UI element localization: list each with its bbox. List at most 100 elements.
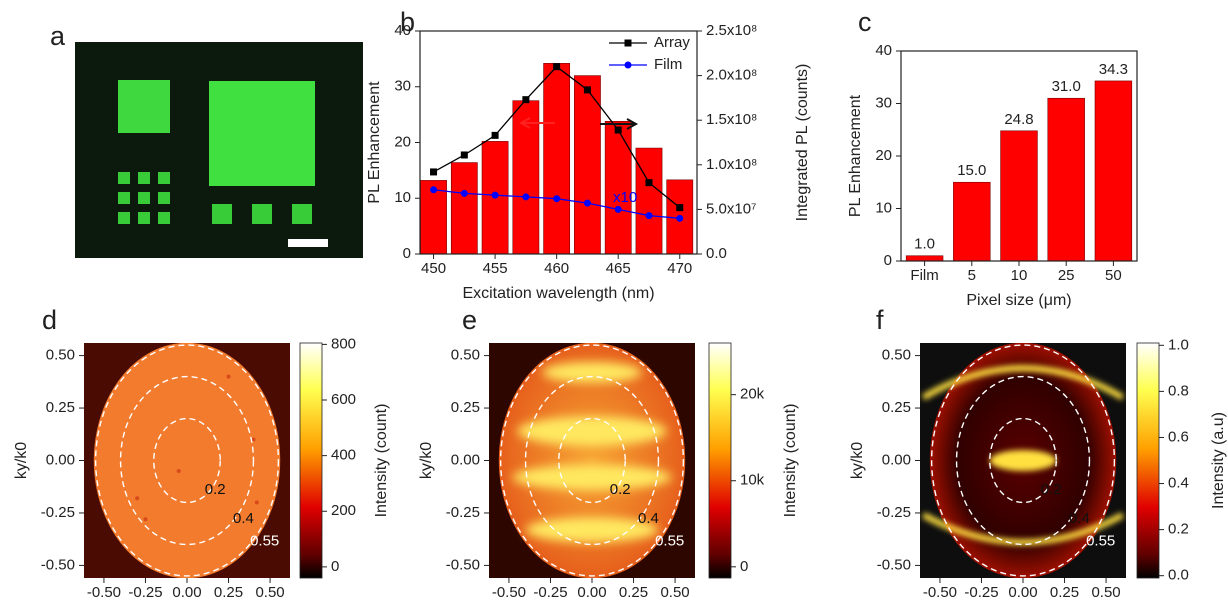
x-axis-label: Excitation wavelength (nm): [462, 285, 654, 302]
legend-label: Film: [654, 56, 682, 73]
x-tick-label: 0.25: [619, 584, 648, 601]
y-tick-label: 10: [875, 199, 892, 216]
x-tick-label: 450: [421, 260, 446, 277]
ring-label: 0.4: [638, 510, 659, 527]
value-label: 1.0: [914, 236, 935, 253]
marker: [553, 63, 561, 71]
ring-label: 0.4: [233, 510, 254, 527]
y-axis-label: PL Enhancement: [366, 81, 383, 204]
x-tick-label: 5: [968, 267, 976, 284]
micrograph: [75, 42, 363, 258]
panel-label: e: [462, 305, 477, 335]
arc: [921, 512, 1125, 546]
x-tick-label: 455: [483, 260, 508, 277]
marker: [491, 131, 499, 139]
heatmap-image: [84, 343, 290, 578]
band: [542, 361, 642, 383]
speckle: [226, 374, 231, 379]
arrow: [518, 117, 555, 129]
y-tick-label: 0: [331, 558, 339, 575]
annotation: x10: [613, 189, 637, 206]
ring-label: 0.2: [1041, 481, 1062, 498]
y-tick-label: 2.5x10⁸: [706, 22, 757, 39]
speckle: [251, 437, 256, 442]
ring-label: 0.2: [205, 481, 226, 498]
panel-label: d: [42, 305, 57, 335]
speckle: [143, 517, 148, 522]
legend-label: Array: [654, 34, 690, 51]
y-tick-label: 0: [403, 245, 411, 262]
panel-label: a: [50, 21, 66, 51]
x-tick-label: 465: [606, 260, 631, 277]
marker: [430, 168, 438, 176]
x-tick-label: 0.25: [1050, 584, 1079, 601]
marker: [460, 151, 468, 159]
value-label: 34.3: [1099, 61, 1128, 78]
y-tick-label: 30: [394, 78, 411, 95]
y-tick-label: -0.25: [877, 504, 911, 521]
speckle: [135, 496, 140, 501]
bar: [953, 181, 991, 262]
band: [525, 517, 659, 543]
y-tick-label: 0.50: [882, 347, 911, 364]
ring: [94, 344, 280, 577]
legend-marker: [624, 61, 632, 69]
ring: [153, 417, 221, 504]
y-tick-label: 2.0x10⁸: [706, 67, 757, 84]
band: [517, 416, 667, 446]
x-tick-label: -0.25: [964, 584, 998, 601]
ring-label: 0.55: [655, 532, 684, 549]
x-tick-label: -0.50: [87, 584, 121, 601]
speckle: [254, 500, 259, 505]
y-tick-label: 0.00: [882, 451, 911, 468]
band: [512, 464, 672, 490]
bar: [543, 63, 571, 255]
value-label: 31.0: [1052, 78, 1081, 95]
marker: [676, 204, 684, 212]
bands: [921, 365, 1125, 546]
y-tick-label: 1.0: [1168, 336, 1189, 353]
x-tick-label: 0.00: [1008, 584, 1037, 601]
y-tick-label: 10k: [740, 472, 765, 489]
y-tick-label: 0.8: [1168, 382, 1189, 399]
y-tick-label: 0.25: [46, 399, 75, 416]
ring: [558, 417, 626, 504]
y-tick-label: 0.0: [1168, 567, 1189, 584]
y-tick-label: 0.6: [1168, 428, 1189, 445]
y-tick-label: 600: [331, 391, 356, 408]
marker: [645, 212, 653, 220]
ring-label: 0.55: [250, 532, 279, 549]
y-tick-label: 30: [875, 94, 892, 111]
x-tick-label: -0.50: [492, 584, 526, 601]
bar: [1047, 97, 1085, 262]
colorbar: [299, 342, 323, 579]
center-band: [989, 450, 1057, 471]
x-tick-label: -0.25: [128, 584, 162, 601]
y-tick-label: -0.50: [877, 556, 911, 573]
y-tick-label: 0.4: [1168, 475, 1189, 492]
y-tick-label: 1.0x10⁸: [706, 156, 757, 173]
marker: [553, 195, 561, 203]
x-tick-label: 0.25: [214, 584, 243, 601]
x-tick-label: -0.50: [923, 584, 957, 601]
value-label: 24.8: [1004, 111, 1033, 128]
ring: [930, 344, 1116, 577]
marker: [430, 186, 438, 194]
y-tick-label: 20: [394, 133, 411, 150]
y-tick-label: 0.0: [706, 245, 727, 262]
y-tick-label: -0.50: [41, 556, 75, 573]
ring-label: 0.2: [610, 481, 631, 498]
bar: [604, 121, 632, 255]
x-tick-label: 0.00: [577, 584, 606, 601]
y-tick-label: -0.25: [41, 504, 75, 521]
x-tick-label: 460: [544, 260, 569, 277]
value-label: 15.0: [957, 162, 986, 179]
y-tick-label: 0.00: [46, 451, 75, 468]
y-tick-label: 1.5x10⁸: [706, 111, 757, 128]
speckle: [176, 468, 181, 473]
x-tick-label: 0.00: [172, 584, 201, 601]
y-tick-label: 0.50: [46, 347, 75, 364]
ring: [499, 344, 685, 577]
y-tick-label: 20: [875, 147, 892, 164]
